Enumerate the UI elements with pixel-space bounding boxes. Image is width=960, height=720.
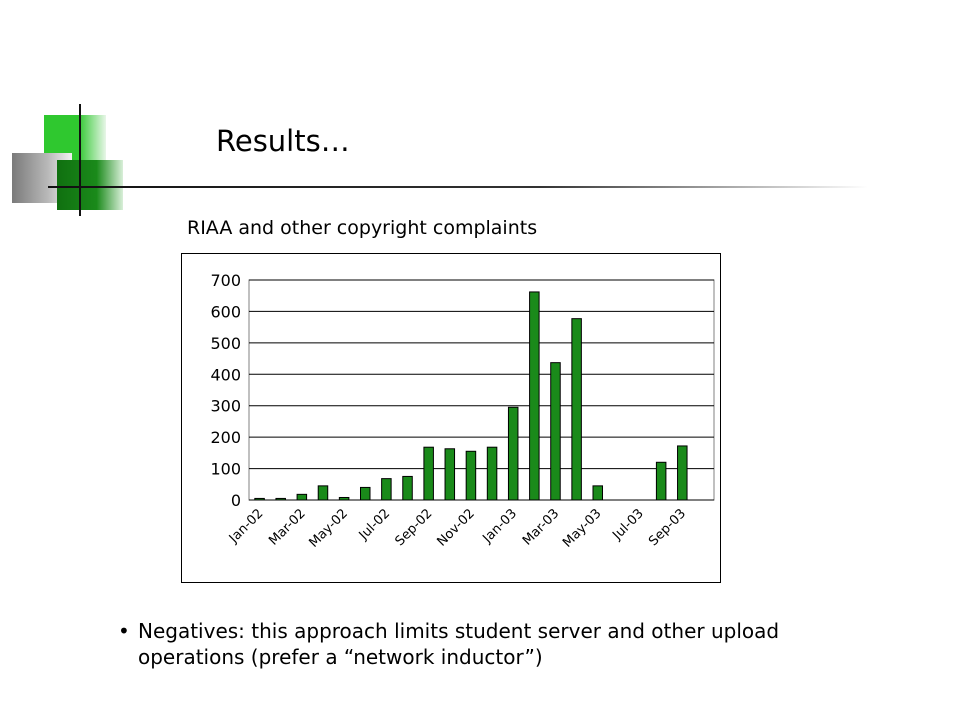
bar [592,485,604,501]
bar [465,450,477,501]
bar [423,446,434,501]
y-tick-label: 100 [210,460,241,479]
bar [655,461,667,501]
bar [486,446,498,501]
x-tick-label: Mar-02 [266,506,308,548]
y-tick-label: 500 [210,334,241,353]
x-tick-label: Mar-03 [520,506,562,548]
x-tick-label: Sep-02 [393,506,436,549]
bar [444,448,456,501]
bar [359,486,371,501]
title-underline [48,186,868,188]
y-tick-label: 300 [210,397,241,416]
x-tick-label: Jan-03 [480,506,521,547]
x-tick-label: May-03 [560,506,604,550]
decor-vertical-line [79,104,81,216]
y-tick-label: 400 [210,365,241,384]
chart-frame: 0 100 200 300 400 500 600 700 Jan-02 Mar-02 May-02… [181,253,721,583]
bar [571,318,582,501]
bar [317,485,329,501]
x-tick-label: Sep-03 [646,506,689,549]
plot-area [248,279,715,501]
bullet-text: Negatives: this approach limits student … [138,619,780,669]
bar [507,406,519,501]
y-tick-label: 600 [210,302,241,321]
bullet-dot: • [118,619,130,643]
x-tick-label: May-02 [306,506,350,550]
bar [529,291,540,501]
x-tick-label: Jul-03 [609,506,646,543]
x-tick-label: Nov-02 [434,506,477,549]
bar-chart: 0 100 200 300 400 500 600 700 Jan-02 Mar-02May-02… [210,271,715,551]
bar [402,475,413,501]
x-tick-label: Jan-02 [226,506,267,547]
bar [677,445,688,501]
decor-darkgreen-square [57,160,123,210]
bar [296,493,308,501]
x-tick-label: Jul-02 [356,506,393,543]
slide-title: Results… [216,124,350,158]
y-tick-label: 0 [231,491,241,510]
y-tick-label: 200 [210,428,241,447]
bar [550,362,561,501]
chart-title: RIAA and other copyright complaints [187,217,538,239]
y-tick-label: 700 [210,271,241,290]
bar [381,478,392,501]
